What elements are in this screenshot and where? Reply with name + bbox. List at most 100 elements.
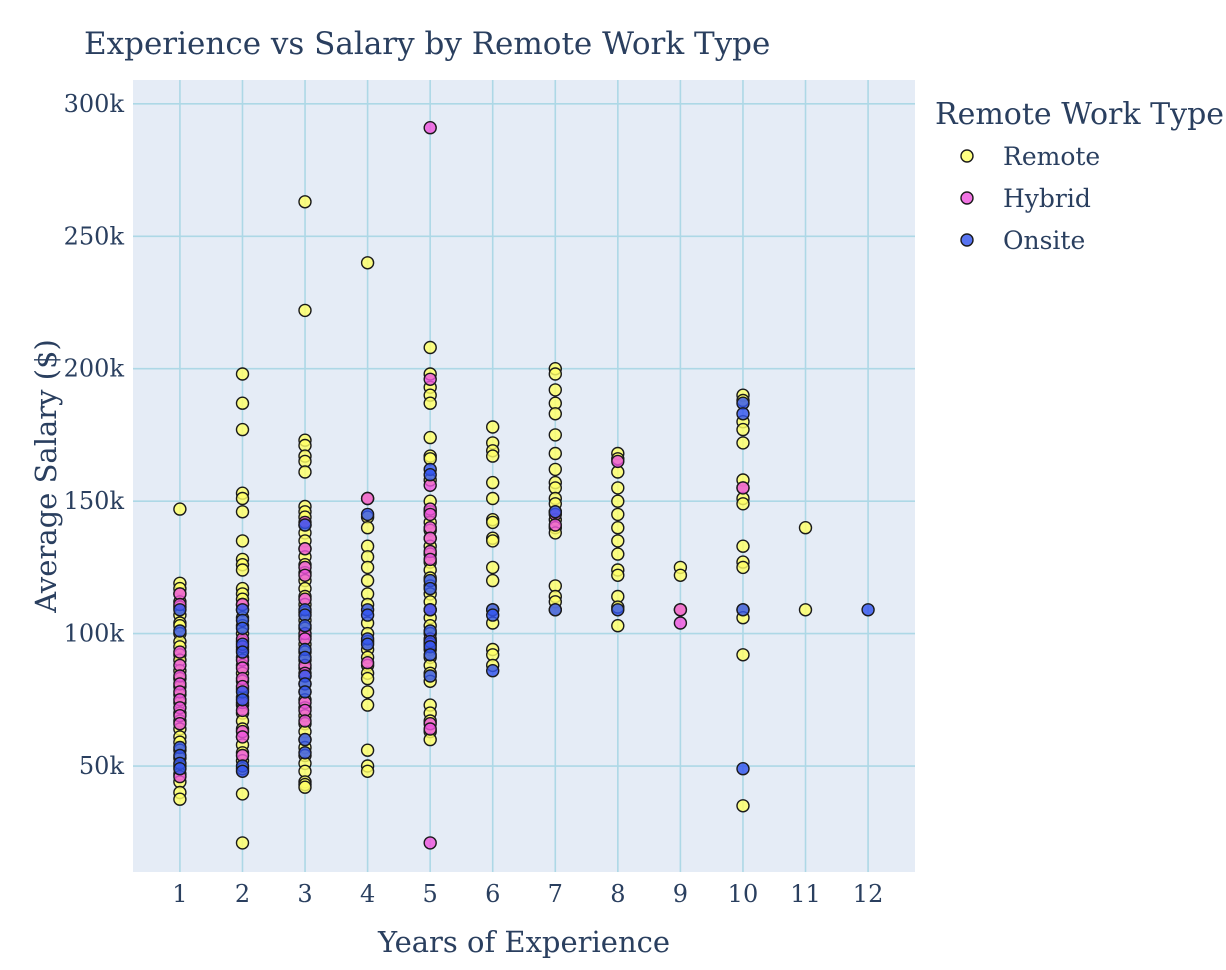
data-point-remote [611, 481, 625, 495]
data-point-remote [360, 573, 375, 588]
data-point-onsite [423, 648, 437, 662]
y-tick-label: 150k [64, 487, 125, 515]
x-axis-title: Years of Experience [377, 925, 670, 959]
data-point-remote [486, 491, 500, 506]
legend-label: Onsite [1003, 226, 1085, 255]
data-point-onsite [235, 621, 250, 635]
data-point-hybrid [423, 372, 437, 386]
data-point-remote [235, 367, 250, 381]
y-tick-label: 200k [64, 355, 125, 383]
data-point-remote [798, 603, 813, 617]
data-point-remote [235, 422, 250, 437]
data-point-remote [486, 515, 500, 530]
data-point-remote [611, 521, 625, 535]
data-point-remote [611, 534, 625, 548]
data-point-remote [486, 573, 500, 588]
plot-area [133, 80, 915, 872]
data-point-remote [235, 787, 250, 801]
data-point-hybrid [360, 491, 375, 506]
data-point-remote [360, 764, 375, 778]
data-point-remote [736, 436, 750, 450]
x-tick-label: 4 [360, 880, 375, 908]
y-tick-label: 100k [64, 620, 125, 648]
data-point-onsite [423, 669, 437, 683]
data-point-onsite [298, 732, 312, 747]
data-point-onsite [173, 762, 187, 776]
data-point-remote [611, 494, 625, 508]
y-axis-title: Average Salary ($) [29, 339, 63, 614]
data-point-remote [423, 340, 437, 355]
data-point-hybrid [423, 552, 437, 567]
data-point-hybrid [423, 531, 437, 545]
data-point-remote [548, 383, 562, 397]
legend-item-hybrid[interactable]: Hybrid [960, 184, 1091, 213]
data-point-onsite [736, 603, 750, 617]
legend: Remote Work Type Remote Hybrid Onsite [935, 97, 1224, 255]
data-point-onsite [298, 619, 312, 633]
y-tick-label: 50k [79, 752, 125, 780]
data-point-onsite [423, 468, 437, 482]
data-point-remote [548, 407, 562, 421]
data-point-remote [548, 428, 562, 442]
data-point-remote [235, 836, 250, 850]
data-point-onsite [173, 624, 187, 638]
legend-label: Hybrid [1003, 184, 1091, 213]
data-point-onsite [235, 645, 250, 659]
data-point-hybrid [673, 616, 688, 630]
x-tick-label: 12 [853, 880, 884, 908]
data-point-remote [486, 420, 500, 434]
y-tick-label: 250k [64, 222, 125, 250]
x-axis-ticks: 1 2 3 4 5 6 7 8 9 10 11 12 [172, 880, 883, 908]
data-point-onsite [298, 685, 312, 699]
data-points [173, 120, 875, 850]
data-point-remote [298, 195, 312, 209]
data-point-remote [360, 256, 375, 270]
x-tick-label: 8 [610, 880, 625, 908]
data-point-remote [173, 792, 187, 806]
data-point-onsite [548, 505, 562, 519]
data-point-remote [798, 521, 813, 535]
data-point-remote [235, 396, 250, 410]
legend-label: Remote [1003, 142, 1100, 171]
data-point-hybrid [736, 481, 750, 495]
x-tick-label: 9 [673, 880, 688, 908]
data-point-onsite [861, 603, 875, 617]
data-point-onsite [423, 603, 437, 617]
data-point-hybrid [298, 568, 312, 582]
data-point-hybrid [548, 518, 562, 532]
data-point-remote [298, 465, 312, 479]
data-point-remote [736, 422, 750, 437]
data-point-onsite [235, 693, 250, 707]
data-point-hybrid [423, 507, 437, 522]
legend-marker [960, 191, 974, 205]
data-point-remote [486, 449, 500, 463]
data-point-remote [486, 534, 500, 548]
data-point-hybrid [673, 603, 688, 617]
data-point-remote [235, 505, 250, 519]
data-point-hybrid [298, 714, 312, 728]
data-point-remote [486, 560, 500, 575]
data-point-remote [736, 560, 750, 575]
legend-marker [960, 149, 974, 163]
data-point-remote [611, 507, 625, 522]
data-point-onsite [486, 664, 500, 678]
data-point-remote [736, 539, 750, 553]
legend-item-onsite[interactable]: Onsite [960, 226, 1085, 255]
data-point-remote [360, 743, 375, 757]
data-point-hybrid [423, 722, 437, 736]
data-point-remote [611, 568, 625, 582]
data-point-hybrid [298, 542, 312, 556]
legend-item-remote[interactable]: Remote [960, 142, 1100, 171]
legend-title: Remote Work Type [935, 97, 1224, 132]
data-point-remote [736, 799, 750, 813]
data-point-remote [611, 547, 625, 561]
data-point-remote [736, 497, 750, 511]
data-point-remote [673, 568, 688, 582]
data-point-onsite [736, 407, 750, 421]
data-point-hybrid [423, 836, 437, 850]
data-point-remote [298, 303, 312, 318]
data-point-remote [548, 367, 562, 381]
data-point-onsite [298, 650, 312, 665]
x-tick-label: 1 [172, 880, 187, 908]
